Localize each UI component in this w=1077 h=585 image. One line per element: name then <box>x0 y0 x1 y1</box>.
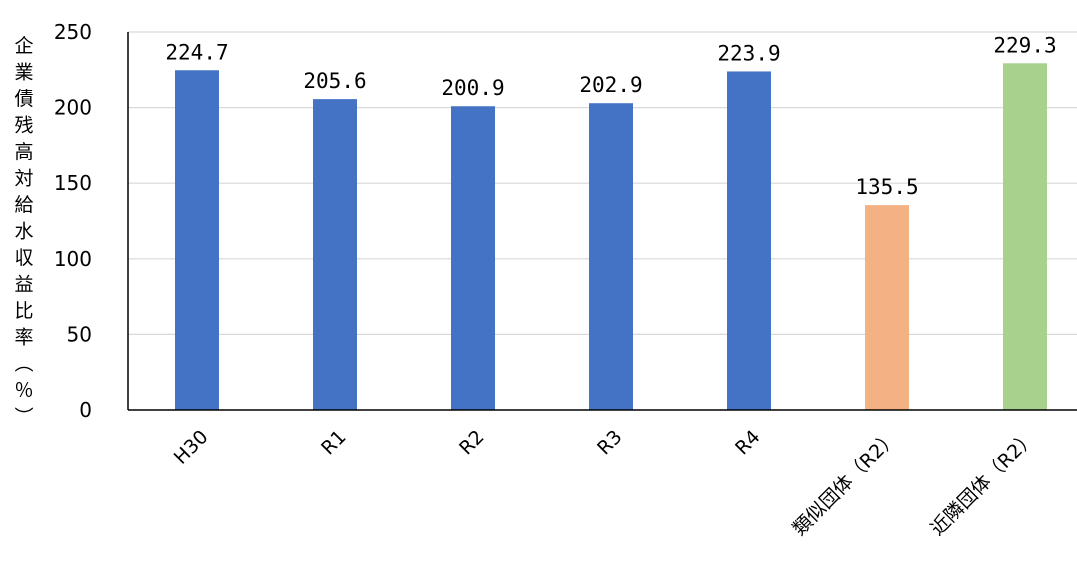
data-label: 223.9 <box>717 41 780 65</box>
y-tick-label: 0 <box>79 398 92 422</box>
y-axis-ticks: 0 50 100 150 200 250 <box>54 20 92 422</box>
y-axis-label-char: 企 <box>14 35 33 57</box>
x-tick-label: R2 <box>455 426 488 459</box>
bar <box>313 99 357 410</box>
bar <box>865 205 909 410</box>
x-axis-ticks: H30 R1 R2 R3 R4 類似団体（R2） 近隣団体（R2） <box>170 426 1041 540</box>
data-label: 229.3 <box>993 33 1056 57</box>
x-tick-label: H30 <box>170 426 213 469</box>
data-labels: 224.7 205.6 200.9 202.9 223.9 135.5 229.3 <box>165 33 1056 199</box>
x-tick-label: 類似団体（R2） <box>788 426 902 540</box>
y-axis-label-char: （ <box>12 353 34 372</box>
y-axis-label-char: 収 <box>14 247 33 269</box>
x-tick-label: R4 <box>731 426 764 459</box>
data-label: 135.5 <box>855 175 918 199</box>
y-axis-label-char: 業 <box>14 62 33 84</box>
y-tick-label: 50 <box>67 322 92 346</box>
y-axis-label-char: 益 <box>14 274 33 296</box>
bars <box>175 63 1047 411</box>
y-axis-label-char: 給 <box>14 194 33 216</box>
y-tick-label: 100 <box>54 247 92 271</box>
x-tick-label: R1 <box>317 426 350 459</box>
y-axis-label-char: 残 <box>14 115 33 137</box>
data-label: 202.9 <box>579 73 642 97</box>
x-tick-label: 近隣団体（R2） <box>926 426 1040 540</box>
y-axis-label-char: 債 <box>14 88 33 110</box>
y-tick-label: 200 <box>54 96 92 120</box>
bar <box>451 106 495 410</box>
y-tick-label: 150 <box>54 171 92 195</box>
y-axis-label-char: 比 <box>14 300 33 322</box>
y-axis-label-char: 率 <box>14 327 33 349</box>
data-label: 205.6 <box>303 69 366 93</box>
y-axis-label-char: 高 <box>14 141 33 163</box>
y-tick-label: 250 <box>54 20 92 44</box>
y-axis-label-char: 対 <box>14 168 33 190</box>
bar <box>727 71 771 411</box>
y-axis-label-char: ％ <box>14 380 33 402</box>
data-label: 224.7 <box>165 40 228 64</box>
bar <box>1003 63 1047 410</box>
bar <box>175 70 219 410</box>
x-tick-label: R3 <box>593 426 626 459</box>
data-label: 200.9 <box>441 76 504 100</box>
bar <box>589 103 633 410</box>
y-axis-label-char: ） <box>12 406 34 425</box>
y-axis-label-char: 水 <box>14 221 33 243</box>
